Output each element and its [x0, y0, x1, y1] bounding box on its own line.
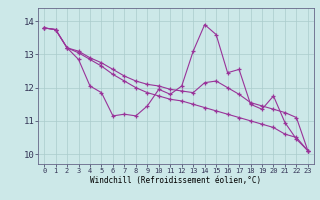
X-axis label: Windchill (Refroidissement éolien,°C): Windchill (Refroidissement éolien,°C) — [91, 176, 261, 185]
